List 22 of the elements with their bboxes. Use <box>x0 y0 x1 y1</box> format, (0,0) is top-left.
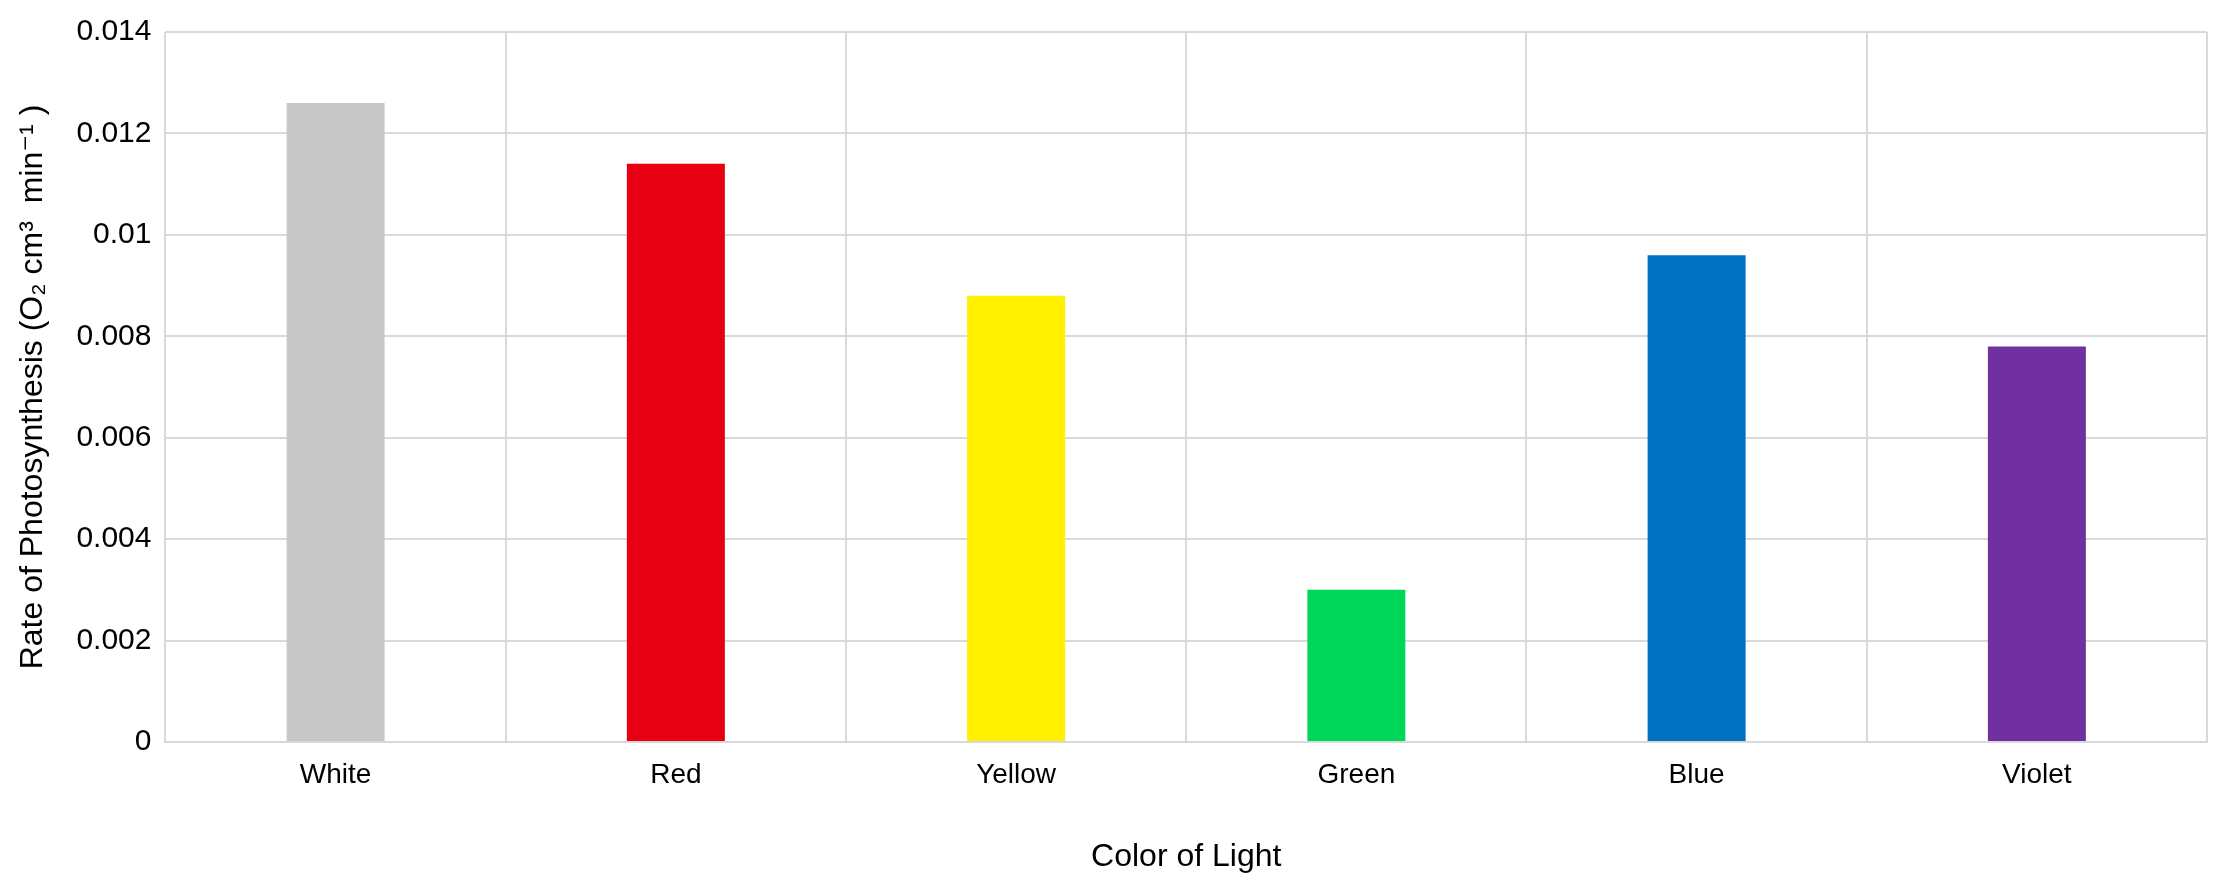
x-axis-title: Color of Light <box>1091 836 1282 873</box>
bar <box>1647 255 1746 741</box>
y-tick-label: 0.004 <box>76 520 152 554</box>
x-tick-label: Red <box>650 757 702 789</box>
y-tick-label: 0 <box>134 723 152 757</box>
y-tick-label: 0.01 <box>93 216 152 250</box>
bar <box>626 163 725 741</box>
bar <box>286 103 385 741</box>
x-tick-label: Green <box>1317 757 1396 789</box>
y-tick-label: 0.006 <box>76 418 152 452</box>
bar <box>1307 589 1406 741</box>
x-tick-label: Blue <box>1668 757 1725 789</box>
bar <box>967 295 1066 741</box>
x-tick-label: Violet <box>2002 757 2072 789</box>
x-tick-label: Yellow <box>976 757 1057 789</box>
y-tick-label: 0.012 <box>76 114 152 148</box>
y-tick-label: 0.014 <box>76 13 152 47</box>
y-tick-label: 0.008 <box>76 317 152 351</box>
y-tick-label: 0.002 <box>76 621 152 655</box>
x-tick-label: White <box>299 757 372 789</box>
y-axis-title: Rate of Photosynthesis (O₂ cm³ min⁻¹ ) <box>13 104 50 670</box>
bar <box>1987 346 2086 741</box>
